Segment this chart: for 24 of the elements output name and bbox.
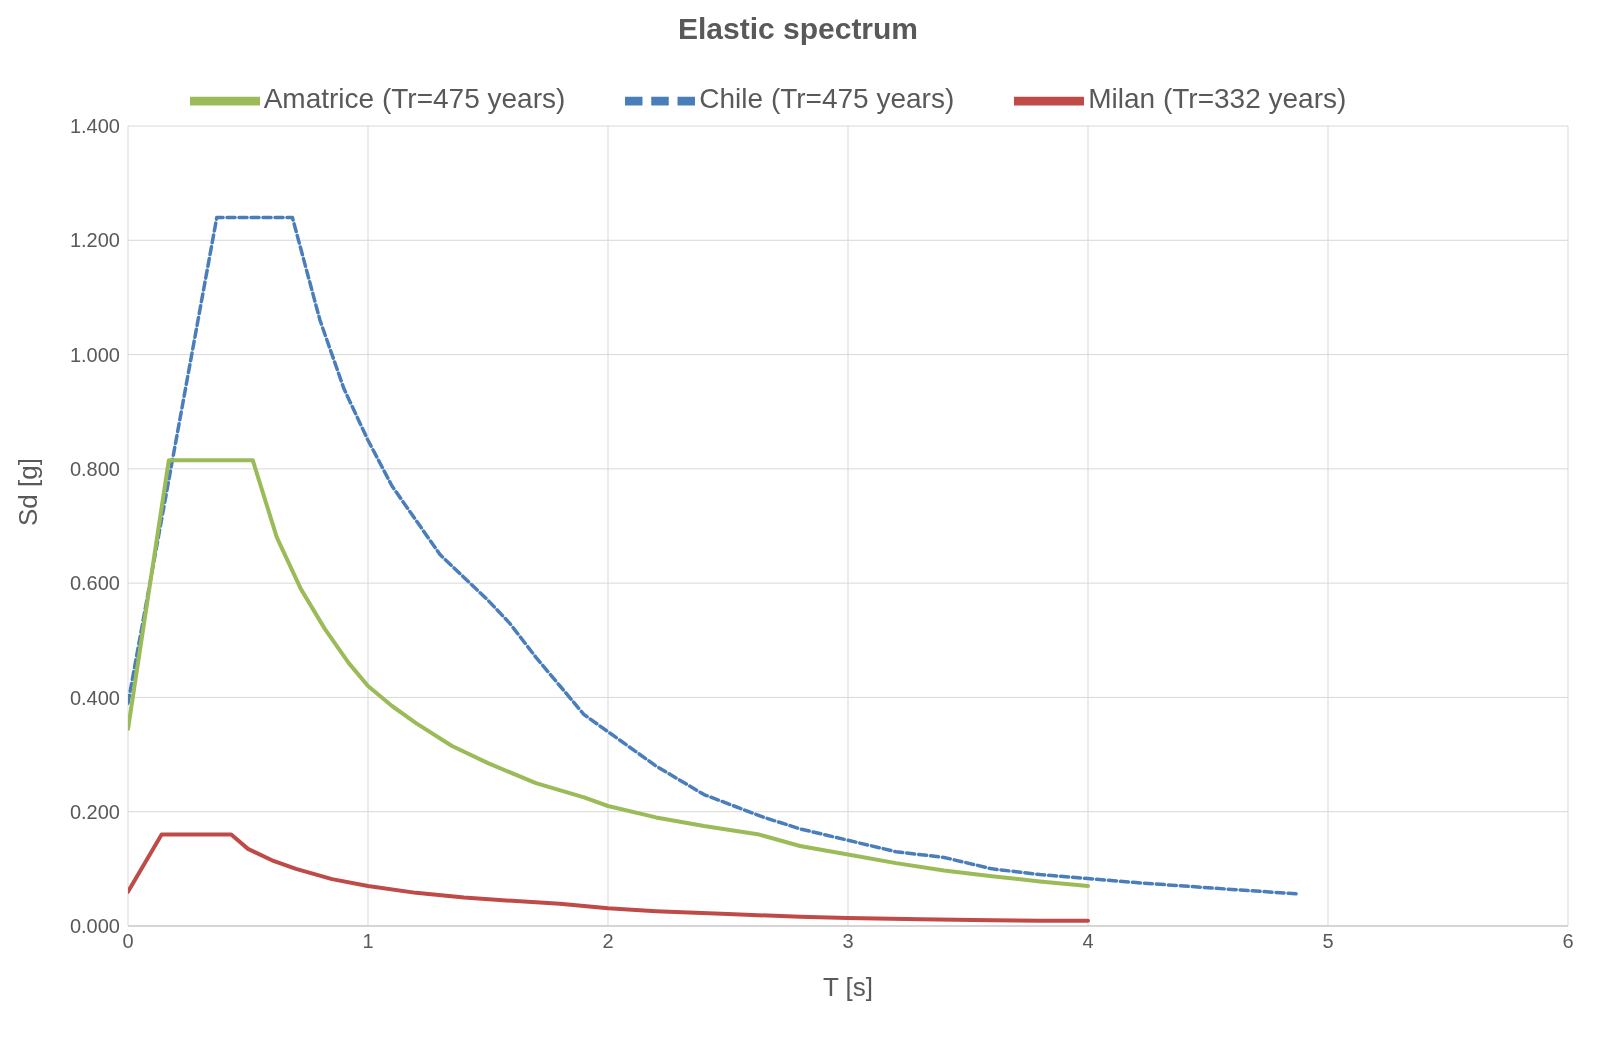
y-tick-label: 0.600	[69, 572, 120, 595]
x-tick-label: 4	[1082, 930, 1094, 953]
chart-title: Elastic spectrum	[676, 11, 920, 46]
line-series	[128, 832, 1090, 923]
y-tick-label: 0.000	[69, 915, 120, 938]
line-series	[128, 215, 1301, 896]
x-tick-label: 2	[602, 930, 614, 953]
line-series	[128, 458, 1090, 888]
y-tick-label: 1.200	[69, 229, 120, 252]
x-tick-label: 3	[842, 930, 854, 953]
y-tick-label: 1.400	[69, 115, 120, 138]
x-tick-label: 1	[362, 930, 374, 953]
y-axis-title: Sd [g]	[13, 458, 44, 526]
x-axis-title: T [s]	[822, 972, 874, 1002]
y-tick-label: 0.800	[69, 457, 120, 480]
y-tick-label: 1.000	[69, 343, 120, 366]
y-tick-label: 0.400	[69, 686, 120, 709]
x-tick-label: 0	[122, 930, 134, 953]
y-tick-label: 0.200	[69, 800, 120, 823]
legend-label: Milan (Tr=332 years)	[1088, 83, 1347, 115]
x-tick-label: 5	[1322, 930, 1334, 953]
x-tick-label: 6	[1562, 930, 1574, 953]
legend-label: Chile (Tr=475 years)	[699, 83, 955, 115]
legend-label: Amatrice (Tr=475 years)	[263, 83, 566, 115]
